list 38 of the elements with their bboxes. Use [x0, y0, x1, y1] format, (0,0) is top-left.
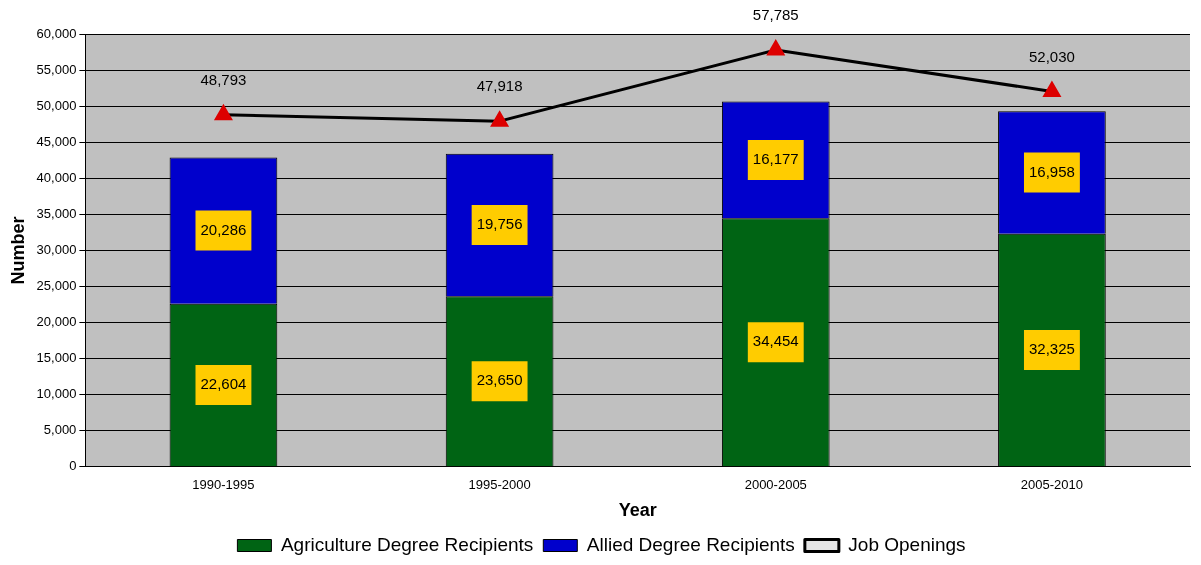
x-tick-label: 1990-1995 [192, 477, 255, 493]
data-label: 48,793 [200, 70, 247, 88]
y-tick-label: 30,000 [36, 241, 77, 257]
x-axis-title: Year [618, 500, 657, 521]
data-label: 52,030 [1028, 47, 1075, 65]
y-tick-label: 10,000 [36, 386, 77, 402]
x-tick-label: 2000-2005 [744, 477, 807, 493]
y-tick-label: 0 [69, 458, 77, 474]
y-tick-label: 15,000 [36, 350, 77, 366]
legend-label: Job Openings [848, 533, 966, 555]
y-tick-label: 45,000 [36, 133, 77, 149]
y-tick-label: 40,000 [36, 169, 77, 185]
data-label: 47,918 [476, 77, 523, 95]
data-label: 23,650 [476, 371, 523, 389]
legend-label: Allied Degree Recipients [586, 533, 795, 555]
point [767, 40, 785, 56]
y-tick-label: 60,000 [36, 25, 77, 41]
data-label: 19,756 [476, 215, 523, 233]
x-tick-label: 2005-2010 [1020, 477, 1084, 493]
y-tick-label: 20,000 [36, 314, 77, 330]
y-tick-label: 5,000 [43, 422, 77, 438]
data-label: 57,785 [752, 6, 799, 24]
data-label: 16,177 [752, 150, 799, 168]
y-axis-title: Number [7, 216, 28, 285]
data-label: 34,454 [752, 332, 799, 350]
data-label: 32,325 [1028, 340, 1075, 358]
point [1043, 81, 1061, 97]
data-label: 22,604 [200, 375, 247, 393]
point [215, 105, 232, 121]
point [491, 111, 509, 127]
y-tick-label: 25,000 [36, 278, 77, 294]
y-tick-label: 35,000 [36, 205, 77, 221]
y-tick-label: 55,000 [36, 61, 77, 77]
legend-label: Agriculture Degree Recipients [280, 533, 534, 555]
data-label: 16,958 [1028, 162, 1075, 180]
y-tick-label: 50,000 [36, 97, 77, 113]
data-label: 20,286 [200, 220, 247, 238]
x-tick-label: 1995-2000 [468, 477, 531, 493]
